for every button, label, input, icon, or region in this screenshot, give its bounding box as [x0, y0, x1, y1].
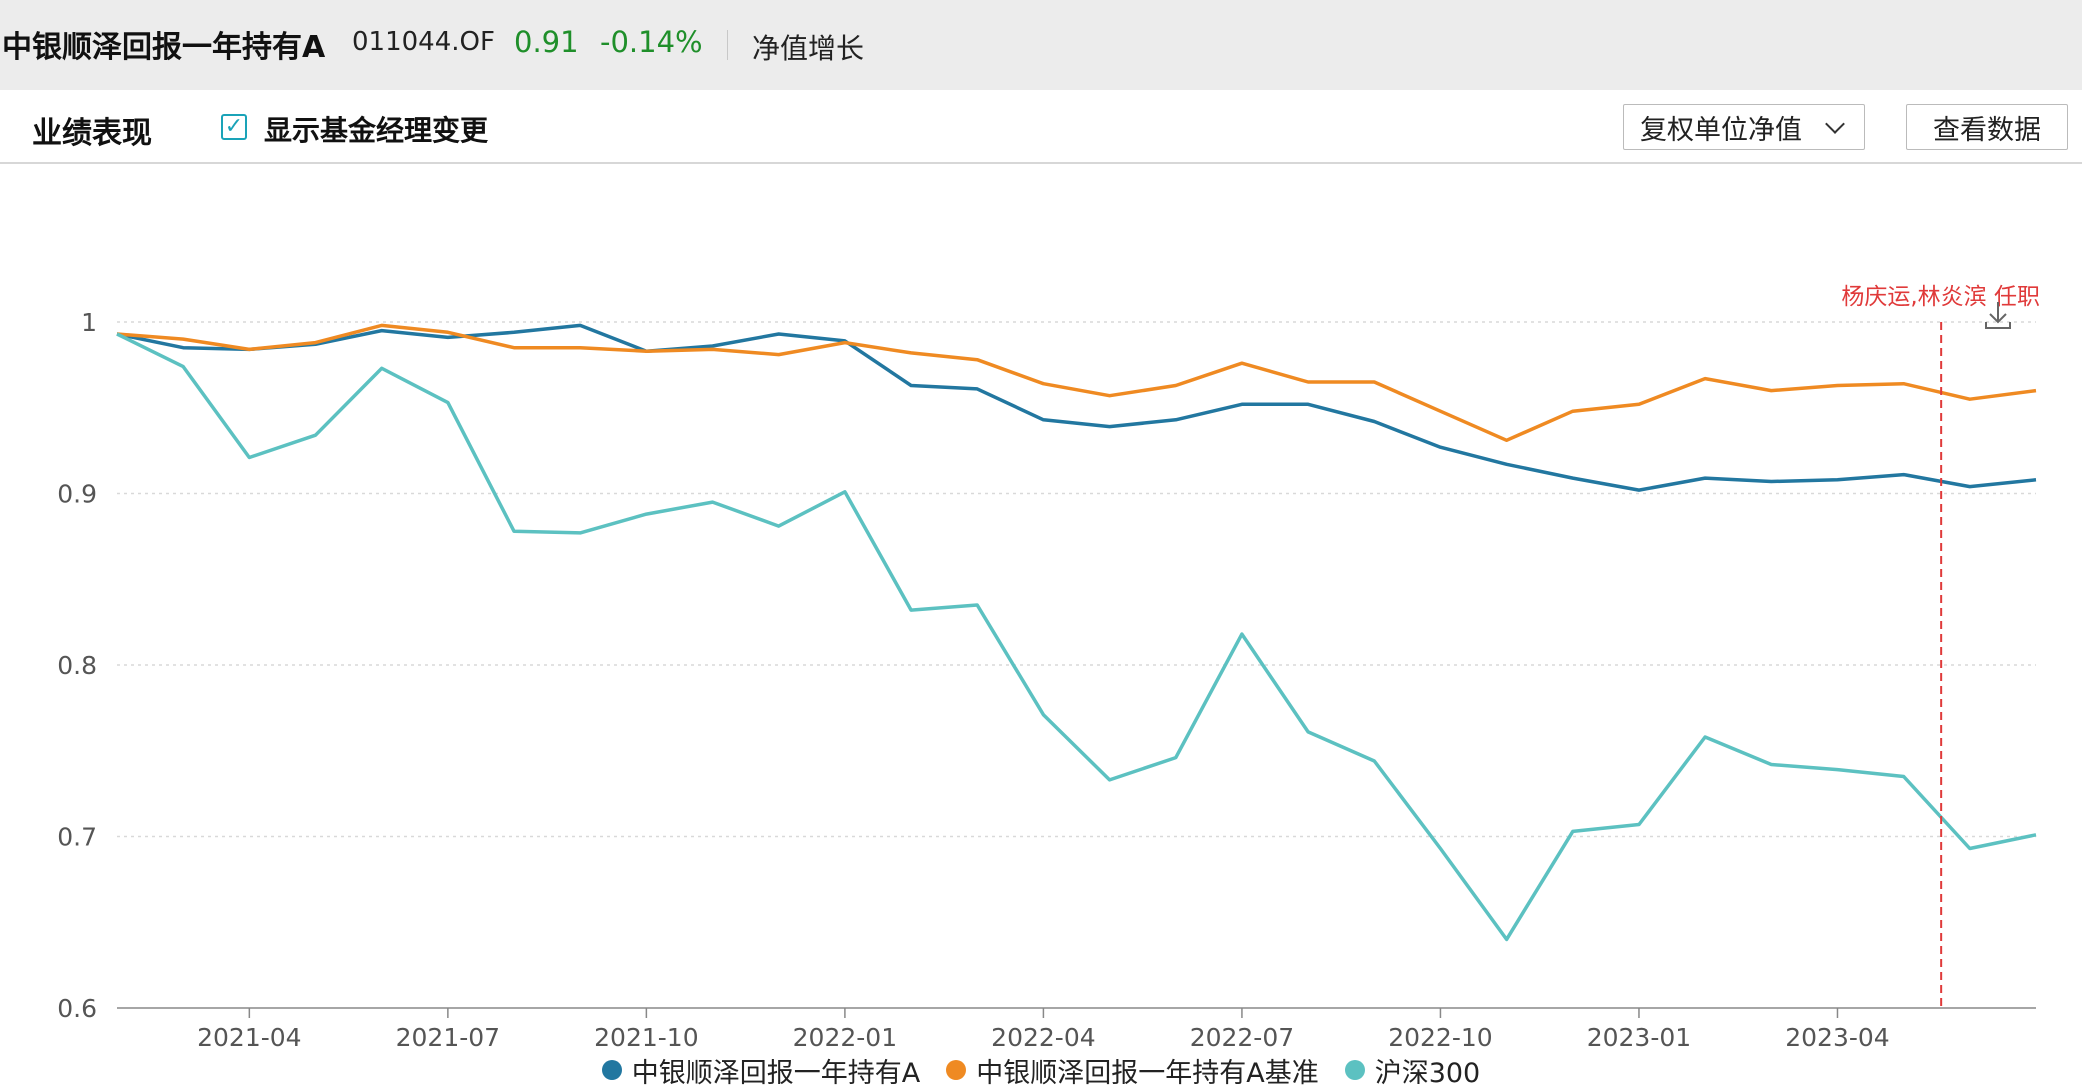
- performance-card: 业绩表现 ✓ 显示基金经理变更 复权单位净值 查看数据 0.6 0.7 0.8 0.9…: [0, 92, 2082, 1029]
- chart-legend: 中银顺泽回报一年持有A 中银顺泽回报一年持有A基准 沪深300: [0, 1050, 2082, 1090]
- check-icon: ✓: [225, 116, 243, 138]
- fund-code: 011044.OF: [352, 27, 495, 57]
- show-manager-label[interactable]: 显示基金经理变更: [264, 109, 488, 149]
- performance-chart: 0.6 0.7 0.8 0.9 1 2021-04 2021-07 2021-10 2022-0…: [0, 212, 2082, 1052]
- legend-label: 中银顺泽回报一年持有A: [632, 1051, 920, 1090]
- legend-label: 中银顺泽回报一年持有A基准: [976, 1051, 1318, 1090]
- view-data-label: 查看数据: [1933, 108, 2041, 147]
- header-divider: [727, 30, 728, 60]
- x-tick-label: 2021-07: [396, 1023, 500, 1052]
- nav-growth-tab[interactable]: 净值增长: [752, 27, 864, 67]
- legend-item-hs300[interactable]: 沪深300: [1345, 1051, 1481, 1090]
- nav-value: 0.91: [514, 25, 579, 59]
- y-tick-label: 0.6: [57, 994, 97, 1023]
- chevron-down-icon: [1825, 114, 1845, 134]
- y-tick-label: 0.9: [57, 480, 97, 509]
- performance-toolbar: 业绩表现 ✓ 显示基金经理变更 复权单位净值 查看数据: [0, 92, 2082, 164]
- nav-type-select[interactable]: 复权单位净值: [1623, 104, 1865, 150]
- legend-item-benchmark[interactable]: 中银顺泽回报一年持有A基准: [946, 1051, 1318, 1090]
- x-tick-label: 2023-01: [1587, 1023, 1691, 1052]
- x-tick-label: 2023-04: [1785, 1023, 1889, 1052]
- y-tick-label: 0.8: [57, 651, 97, 680]
- legend-dot: [602, 1060, 622, 1080]
- legend-item-fund[interactable]: 中银顺泽回报一年持有A: [602, 1051, 920, 1090]
- series-line-0: [117, 325, 2036, 490]
- x-tick-label: 2022-10: [1388, 1023, 1492, 1052]
- legend-dot: [1345, 1060, 1365, 1080]
- legend-dot: [946, 1060, 966, 1080]
- x-tick-label: 2022-04: [991, 1023, 1095, 1052]
- fund-name: 中银顺泽回报一年持有A: [2, 22, 325, 66]
- grid-layer: [117, 322, 2036, 837]
- y-tick-label: 1: [81, 308, 97, 337]
- x-tick-label: 2021-04: [197, 1023, 301, 1052]
- show-manager-checkbox[interactable]: ✓: [221, 114, 247, 140]
- legend-label: 沪深300: [1375, 1051, 1481, 1090]
- series-layer: [117, 325, 2036, 939]
- nav-type-select-value: 复权单位净值: [1640, 108, 1802, 147]
- nav-change: -0.14%: [600, 25, 703, 59]
- fund-header: 中银顺泽回报一年持有A 011044.OF 0.91 -0.14% 净值增长: [0, 0, 2082, 90]
- y-tick-label: 0.7: [57, 823, 97, 852]
- manager-change-label: 杨庆运,林炎滨 任职: [1841, 284, 2040, 310]
- section-title: 业绩表现: [32, 108, 152, 152]
- x-tick-label: 2021-10: [594, 1023, 698, 1052]
- x-tick-label: 2022-01: [793, 1023, 897, 1052]
- view-data-button[interactable]: 查看数据: [1906, 104, 2068, 150]
- x-tick-label: 2022-07: [1190, 1023, 1294, 1052]
